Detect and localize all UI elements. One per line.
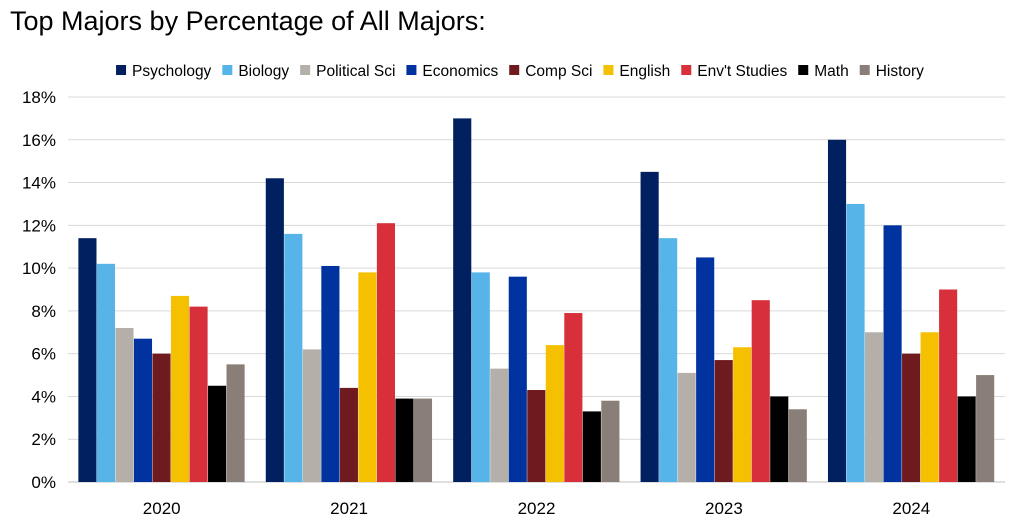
legend-label: Biology bbox=[238, 63, 289, 80]
chart-title: Top Majors by Percentage of All Majors: bbox=[10, 6, 486, 36]
legend-label: Math bbox=[814, 63, 848, 80]
bar-economics-2021 bbox=[321, 265, 340, 482]
bar-math-2021 bbox=[395, 398, 414, 482]
y-tick-label: 14% bbox=[22, 174, 56, 193]
y-tick-label: 2% bbox=[31, 430, 56, 449]
bar-history-2022 bbox=[601, 400, 620, 482]
bar-english-2023 bbox=[733, 347, 752, 482]
bar-english-2022 bbox=[545, 345, 564, 482]
bar-comp-sci-2023 bbox=[714, 360, 733, 482]
bar-comp-sci-2024 bbox=[902, 353, 921, 482]
bar-comp-sci-2021 bbox=[339, 387, 358, 482]
bar-math-2020 bbox=[207, 385, 227, 482]
legend-item-math: Math bbox=[798, 63, 849, 80]
legend-label: English bbox=[619, 63, 670, 80]
y-tick-label: 0% bbox=[31, 473, 56, 492]
bar-math-2022 bbox=[582, 411, 601, 482]
bar-env-t-studies-2021 bbox=[376, 223, 395, 482]
x-tick-label: 2020 bbox=[143, 499, 181, 518]
legend-label: History bbox=[876, 63, 924, 80]
x-tick-label: 2022 bbox=[518, 499, 556, 518]
bar-psychology-2024 bbox=[827, 139, 847, 482]
legend-item-english: English bbox=[603, 63, 670, 80]
bar-political-sci-2023 bbox=[677, 372, 696, 482]
bar-psychology-2020 bbox=[78, 238, 97, 482]
bar-comp-sci-2020 bbox=[152, 353, 171, 482]
bar-biology-2024 bbox=[846, 203, 865, 482]
bar-psychology-2021 bbox=[265, 178, 284, 482]
legend-label: Economics bbox=[422, 63, 498, 80]
bar-english-2024 bbox=[920, 332, 939, 482]
axes: 0% 2% 4% 6% 8% 10% 12% 14% 16% 18% 2020 2021 2022 202… bbox=[22, 88, 930, 518]
bar-economics-2022 bbox=[508, 276, 527, 482]
legend-swatch bbox=[798, 65, 809, 75]
bar-political-sci-2021 bbox=[302, 349, 321, 482]
bar-history-2020 bbox=[226, 364, 245, 482]
bar-english-2021 bbox=[358, 272, 377, 482]
y-tick-label: 4% bbox=[31, 387, 56, 406]
legend-item-env-t-studies: Env't Studies bbox=[681, 63, 787, 80]
x-tick-label: 2021 bbox=[330, 499, 368, 518]
bar-political-sci-2022 bbox=[490, 368, 509, 482]
legend-swatch bbox=[603, 65, 614, 75]
legend-label: Comp Sci bbox=[525, 63, 592, 80]
bar-biology-2021 bbox=[284, 233, 303, 482]
legend-item-political-sci: Political Sci bbox=[300, 63, 395, 80]
bar-psychology-2022 bbox=[453, 118, 472, 482]
bar-history-2023 bbox=[788, 409, 807, 482]
bar-economics-2023 bbox=[696, 257, 715, 482]
bar-biology-2022 bbox=[471, 272, 490, 482]
legend-swatch bbox=[222, 65, 233, 75]
x-tick-label: 2023 bbox=[705, 499, 743, 518]
bar-math-2024 bbox=[957, 396, 976, 482]
bar-math-2023 bbox=[770, 396, 789, 482]
legend-item-history: History bbox=[859, 63, 924, 80]
legend-swatch bbox=[116, 65, 127, 75]
bar-history-2024 bbox=[976, 375, 995, 482]
bar-biology-2020 bbox=[96, 263, 116, 482]
legend-item-psychology: Psychology bbox=[116, 63, 212, 80]
legend-swatch bbox=[406, 65, 417, 75]
bar-env-t-studies-2022 bbox=[564, 313, 583, 482]
y-tick-label: 10% bbox=[22, 259, 56, 278]
bar-env-t-studies-2020 bbox=[189, 306, 208, 482]
bar-economics-2024 bbox=[883, 225, 902, 482]
bar-env-t-studies-2023 bbox=[751, 300, 770, 482]
bar-comp-sci-2022 bbox=[527, 390, 546, 482]
bar-english-2020 bbox=[170, 295, 190, 482]
bar-env-t-studies-2024 bbox=[939, 289, 958, 482]
y-tick-label: 6% bbox=[31, 345, 56, 364]
bar-political-sci-2024 bbox=[865, 332, 884, 482]
y-tick-label: 12% bbox=[22, 216, 56, 235]
legend-label: Env't Studies bbox=[697, 63, 787, 80]
y-tick-label: 8% bbox=[31, 302, 56, 321]
legend-swatch bbox=[509, 65, 520, 75]
legend-item-comp-sci: Comp Sci bbox=[509, 63, 592, 80]
legend-item-economics: Economics bbox=[406, 63, 498, 80]
y-tick-label: 16% bbox=[22, 131, 56, 150]
x-tick-label: 2024 bbox=[892, 499, 930, 518]
bar-history-2021 bbox=[413, 398, 433, 482]
legend-swatch bbox=[859, 65, 870, 75]
legend-swatch bbox=[681, 65, 692, 75]
legend-label: Political Sci bbox=[316, 63, 395, 80]
legend: Psychology Biology Political Sci Economics C… bbox=[116, 63, 924, 80]
bars bbox=[78, 118, 995, 483]
bar-economics-2020 bbox=[133, 338, 153, 482]
bar-biology-2023 bbox=[659, 238, 678, 482]
legend-item-biology: Biology bbox=[222, 63, 289, 80]
bar-political-sci-2020 bbox=[115, 328, 134, 482]
y-tick-label: 18% bbox=[22, 88, 56, 107]
legend-label: Psychology bbox=[132, 63, 212, 80]
legend-swatch bbox=[300, 65, 311, 75]
bar-psychology-2023 bbox=[640, 171, 659, 483]
